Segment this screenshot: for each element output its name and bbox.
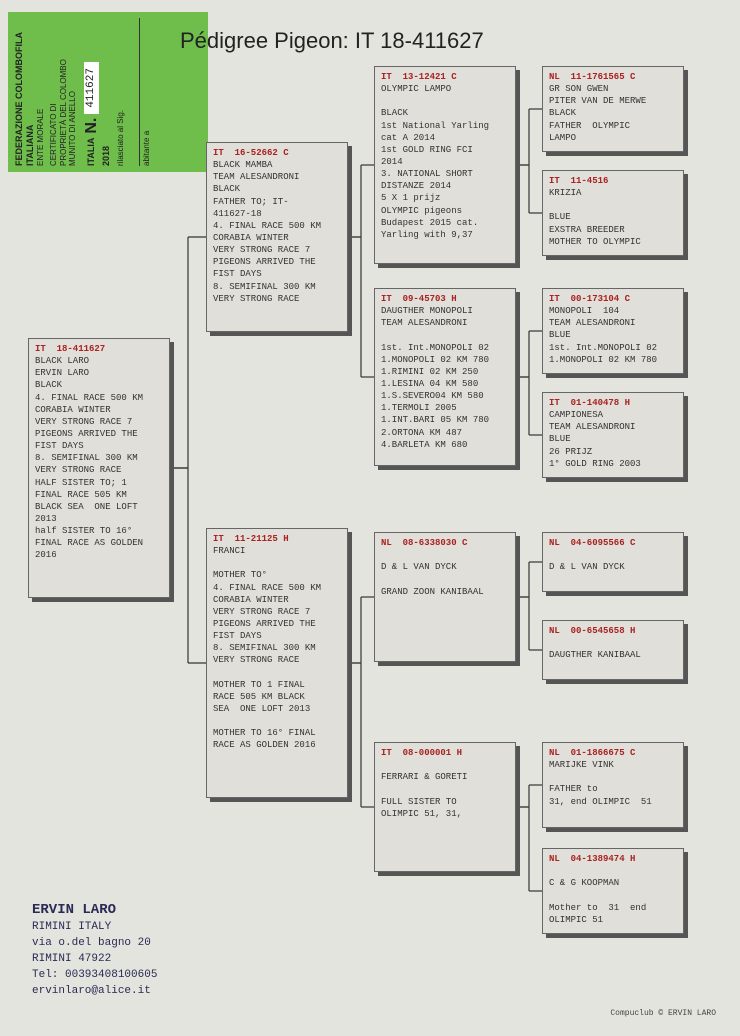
- cert-line3: MUNITO DI ANELLO: [68, 18, 78, 166]
- owner-l4: Tel: 00393408100605: [32, 968, 157, 984]
- pedigree-box-body: C & G KOOPMAN Mother to 31 end OLIMPIC 5…: [549, 865, 677, 926]
- pedigree-box-body: DAUGTHER MONOPOLI TEAM ALESANDRONI 1st. …: [381, 305, 509, 451]
- cert-org2: ENTE MORALE: [36, 18, 46, 166]
- pedigree-box-id: IT 00-173104 C: [549, 293, 677, 305]
- pedigree-box-body: BLACK LARO ERVIN LARO BLACK 4. FINAL RAC…: [35, 355, 163, 561]
- pedigree-box-g2b: IT 09-45703 HDAUGTHER MONOPOLI TEAM ALES…: [374, 288, 516, 466]
- credit-line: Compuclub © ERVIN LARO: [610, 1009, 716, 1018]
- cert-line1: CERTIFICATO DI: [49, 18, 59, 166]
- pedigree-box-id: IT 13-12421 C: [381, 71, 509, 83]
- pedigree-box-id: NL 11-1761565 C: [549, 71, 677, 83]
- pedigree-box-id: NL 00-6545658 H: [549, 625, 677, 637]
- owner-l5: ervinlaro@alice.it: [32, 984, 157, 1000]
- pedigree-box-g3e: NL 04-6095566 C D & L VAN DYCK: [542, 532, 684, 592]
- pedigree-box-body: MARIJKE VINK FATHER to 31, end OLIMPIC 5…: [549, 759, 677, 808]
- pedigree-box-id: IT 16-52662 C: [213, 147, 341, 159]
- pedigree-box-id: NL 04-6095566 C: [549, 537, 677, 549]
- pedigree-box-id: IT 01-140478 H: [549, 397, 677, 409]
- cert-rilasciato: rilasciato al Sig.: [116, 18, 126, 166]
- pedigree-box-id: IT 18-411627: [35, 343, 163, 355]
- pedigree-box-g3b: IT 11-4516KRIZIA BLUE EXSTRA BREEDER MOT…: [542, 170, 684, 256]
- pedigree-box-body: FRANCI MOTHER TO° 4. FINAL RACE 500 KM C…: [213, 545, 341, 751]
- pedigree-box-body: BLACK MAMBA TEAM ALESANDRONI BLACK FATHE…: [213, 159, 341, 305]
- pedigree-box-g3c: IT 00-173104 CMONOPOLI 104 TEAM ALESANDR…: [542, 288, 684, 374]
- pedigree-box-id: IT 11-4516: [549, 175, 677, 187]
- pedigree-box-body: CAMPIONESA TEAM ALESANDRONI BLUE 26 PRIJ…: [549, 409, 677, 470]
- pedigree-box-g0: IT 18-411627BLACK LARO ERVIN LARO BLACK …: [28, 338, 170, 598]
- owner-l1: RIMINI ITALY: [32, 920, 157, 936]
- pedigree-box-id: IT 08-000001 H: [381, 747, 509, 759]
- pedigree-box-g2a: IT 13-12421 COLYMPIC LAMPO BLACK 1st Nat…: [374, 66, 516, 264]
- pedigree-box-g3f: NL 00-6545658 H DAUGTHER KANIBAAL: [542, 620, 684, 680]
- pedigree-box-g2d: IT 08-000001 H FERRARI & GORETI FULL SIS…: [374, 742, 516, 872]
- pedigree-box-body: MONOPOLI 104 TEAM ALESANDRONI BLUE 1st. …: [549, 305, 677, 366]
- owner-name: ERVIN LARO: [32, 900, 157, 920]
- cert-abitante: abitante a: [142, 18, 152, 166]
- pedigree-box-body: FERRARI & GORETI FULL SISTER TO OLIMPIC …: [381, 759, 509, 820]
- pedigree-box-g3h: NL 04-1389474 H C & G KOOPMAN Mother to …: [542, 848, 684, 934]
- pedigree-box-g1a: IT 16-52662 CBLACK MAMBA TEAM ALESANDRON…: [206, 142, 348, 332]
- owner-l3: RIMINI 47922: [32, 952, 157, 968]
- pedigree-box-g2c: NL 08-6338030 C D & L VAN DYCK GRAND ZOO…: [374, 532, 516, 662]
- pedigree-box-body: D & L VAN DYCK: [549, 549, 677, 573]
- pedigree-box-body: GR SON GWEN PITER VAN DE MERWE BLACK FAT…: [549, 83, 677, 144]
- cert-prefix: N.: [82, 118, 101, 134]
- page-title: Pédigree Pigeon: IT 18-411627: [180, 28, 484, 54]
- cert-org1: FEDERAZIONE COLOMBOFILA ITALIANA: [14, 18, 36, 166]
- pedigree-box-body: D & L VAN DYCK GRAND ZOON KANIBAAL: [381, 549, 509, 598]
- cert-line2: PROPRIETÀ DEL COLOMBO: [59, 18, 69, 166]
- cert-year: 2018: [101, 18, 112, 166]
- pedigree-box-id: NL 01-1866675 C: [549, 747, 677, 759]
- owner-l2: via o.del bagno 20: [32, 936, 157, 952]
- pedigree-box-body: KRIZIA BLUE EXSTRA BREEDER MOTHER TO OLY…: [549, 187, 677, 248]
- pedigree-box-body: OLYMPIC LAMPO BLACK 1st National Yarling…: [381, 83, 509, 241]
- pedigree-box-g1b: IT 11-21125 HFRANCI MOTHER TO° 4. FINAL …: [206, 528, 348, 798]
- pedigree-box-g3g: NL 01-1866675 CMARIJKE VINK FATHER to 31…: [542, 742, 684, 828]
- cert-ring: 411627: [84, 62, 99, 114]
- pedigree-box-id: IT 09-45703 H: [381, 293, 509, 305]
- pedigree-box-g3a: NL 11-1761565 CGR SON GWEN PITER VAN DE …: [542, 66, 684, 152]
- pedigree-box-id: NL 04-1389474 H: [549, 853, 677, 865]
- pedigree-box-id: IT 11-21125 H: [213, 533, 341, 545]
- cert-country: ITALIA: [86, 138, 97, 166]
- certificate-card: FEDERAZIONE COLOMBOFILA ITALIANA ENTE MO…: [8, 12, 208, 172]
- pedigree-box-g3d: IT 01-140478 HCAMPIONESA TEAM ALESANDRON…: [542, 392, 684, 478]
- pedigree-box-id: NL 08-6338030 C: [381, 537, 509, 549]
- pedigree-box-body: DAUGTHER KANIBAAL: [549, 637, 677, 661]
- owner-block: ERVIN LARO RIMINI ITALY via o.del bagno …: [32, 900, 157, 1000]
